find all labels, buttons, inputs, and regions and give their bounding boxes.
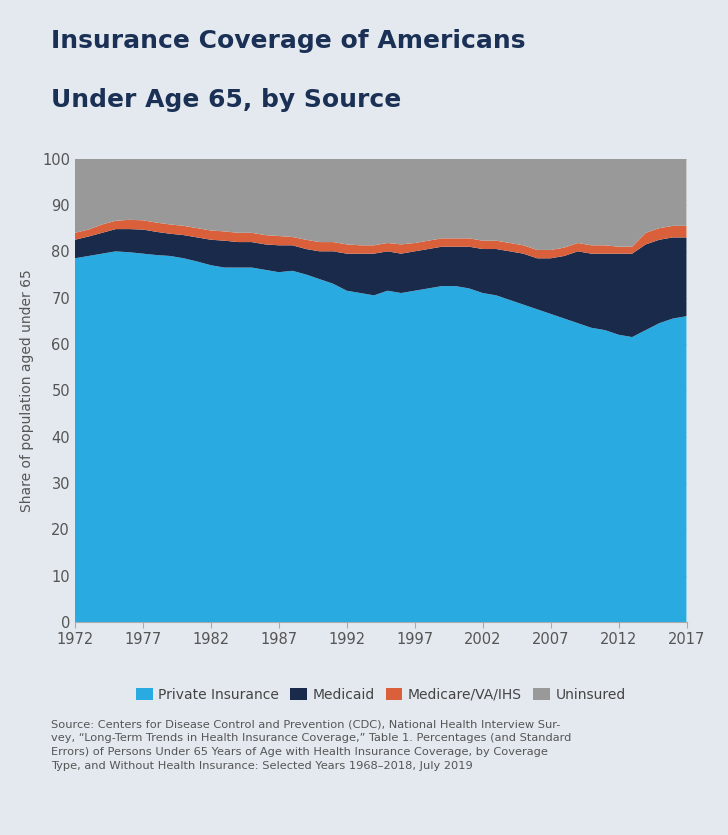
Text: Insurance Coverage of Americans: Insurance Coverage of Americans [51,29,526,53]
Text: Under Age 65, by Source: Under Age 65, by Source [51,88,401,112]
Legend: Private Insurance, Medicaid, Medicare/VA/IHS, Uninsured: Private Insurance, Medicaid, Medicare/VA… [130,682,631,707]
Text: Source: Centers for Disease Control and Prevention (CDC), National Health Interv: Source: Centers for Disease Control and … [51,720,571,771]
Y-axis label: Share of population aged under 65: Share of population aged under 65 [20,269,33,512]
